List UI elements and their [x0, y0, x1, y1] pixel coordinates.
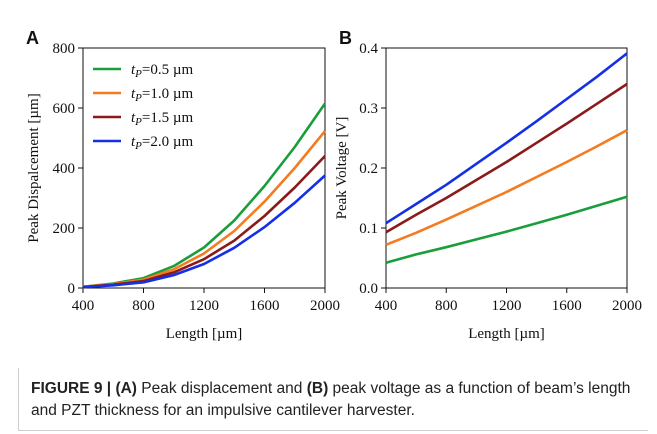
legend-label-4: tP=2.0 µm	[131, 134, 194, 152]
panel-letter-a: A	[26, 28, 39, 48]
x-tick-label-a: 2000	[310, 298, 340, 314]
caption-label: FIGURE 9 |	[31, 380, 116, 397]
legend-label-1: tP=0.5 µm	[131, 62, 194, 80]
x-tick-label-b: 400	[375, 298, 398, 314]
x-tick-label-a: 800	[132, 298, 155, 314]
x-tick-label-b: 800	[435, 298, 458, 314]
y-axis-label-b: Peak Voltage [V]	[334, 117, 350, 220]
x-tick-label-a: 400	[72, 298, 95, 314]
legend-label-3: tP=1.5 µm	[131, 110, 194, 128]
y-tick-label-a: 600	[53, 101, 76, 117]
caption-b-text: peak voltage as a function of beam’s len…	[31, 380, 631, 419]
y-tick-label-a: 800	[53, 41, 76, 57]
figure-caption: FIGURE 9 | (A) Peak displacement and (B)…	[18, 368, 648, 431]
y-tick-label-b: 0.4	[359, 41, 378, 57]
panel-letter-b: B	[339, 28, 352, 48]
panel-b: B 400 800 1200 1600 2000 0.0 0.1 0.2 0.3 0.4 Length…	[334, 28, 642, 342]
series-line-b-4	[385, 52, 628, 225]
x-tick-label-a: 1200	[189, 298, 219, 314]
x-axis-label-a: Length [µm]	[166, 326, 243, 342]
caption-a-tag: (A)	[115, 380, 137, 397]
series-line-b-3	[385, 82, 628, 234]
y-tick-label-a: 0	[68, 281, 76, 297]
panel-a: A 400 800 1200 1600 2000 0 200 400 600 800 Length […	[26, 28, 340, 342]
y-tick-label-a: 200	[53, 221, 76, 237]
x-axis-label-b: Length [µm]	[468, 326, 545, 342]
x-tick-label-b: 1600	[552, 298, 582, 314]
series-line-a-4	[82, 174, 326, 289]
x-tick-label-a: 1600	[250, 298, 280, 314]
x-tick-label-b: 2000	[612, 298, 642, 314]
y-axis-label-a: Peak Dispalcement [µm]	[26, 93, 42, 242]
x-tick-label-b: 1200	[492, 298, 522, 314]
series-line-b-2	[385, 129, 628, 247]
caption-a-text: Peak displacement and	[136, 380, 307, 397]
y-tick-label-b: 0.3	[359, 101, 378, 117]
series-line-b-1	[385, 195, 628, 265]
caption-b-tag: (B)	[306, 380, 329, 397]
y-tick-label-b: 0.1	[359, 221, 378, 237]
y-tick-label-b: 0.2	[359, 161, 378, 177]
y-tick-label-b: 0.0	[359, 281, 378, 297]
y-tick-label-a: 400	[53, 161, 76, 177]
legend-label-2: tP=1.0 µm	[131, 86, 194, 104]
